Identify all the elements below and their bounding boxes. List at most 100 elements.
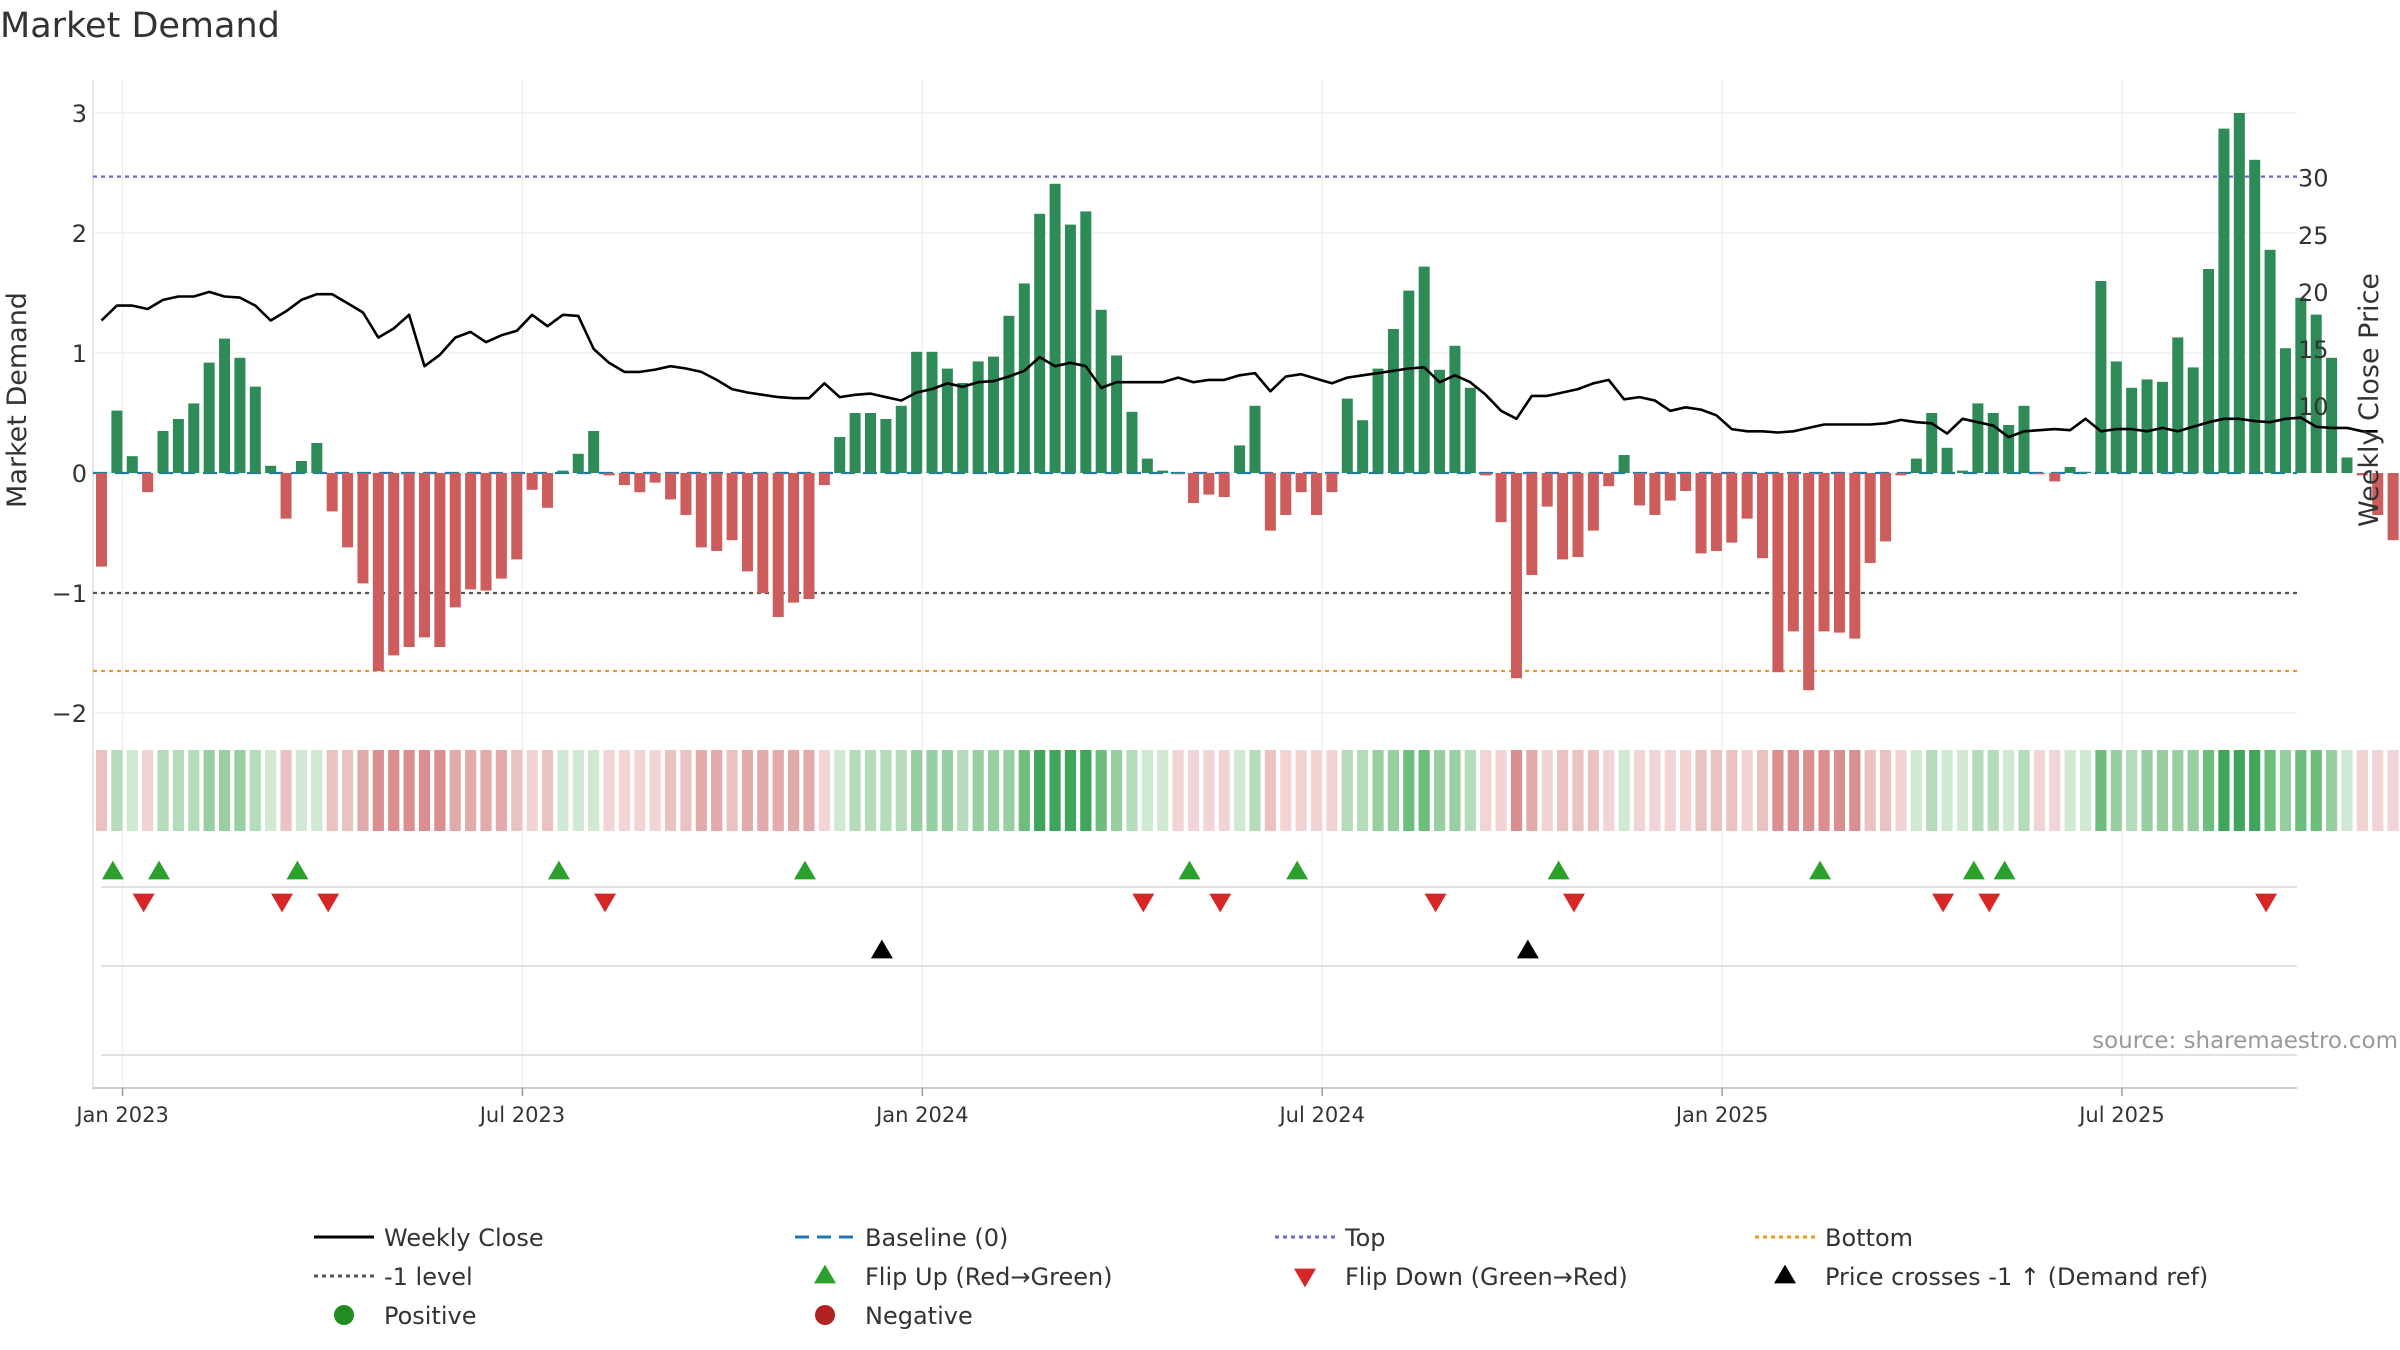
y-axis-label: Market Demand [2,292,33,508]
heat-cell [2341,750,2353,831]
y-tick-label: 0 [72,460,87,488]
heat-cell [188,750,200,831]
demand-bar [1003,315,1015,473]
heat-cell [2141,750,2153,831]
demand-bar [2372,473,2384,515]
legend-entry: Positive [334,1302,477,1330]
demand-bar [418,473,430,638]
heat-cell [511,750,523,831]
demand-bar [372,473,384,671]
demand-bar [1557,473,1569,560]
legend-entry: -1 level [314,1263,473,1291]
heat-cell [2018,750,2030,831]
legend-swatch [814,1264,836,1284]
heat-cell [1926,750,1938,831]
demand-bar [1849,473,1861,639]
heat-cell [2372,750,2384,831]
demand-bar [1510,473,1522,679]
weekly-close-line [100,290,2378,439]
demand-bar [588,431,600,473]
heat-cell [788,750,800,831]
heat-cell [695,750,707,831]
demand-bar [1372,368,1384,473]
y2-tick-label: 25 [2298,222,2329,250]
heat-cell [911,750,923,831]
heat-cell [1879,750,1892,831]
heat-cell [757,750,769,831]
demand-bar [2172,337,2184,473]
heat-cell [172,750,184,831]
heat-cell [987,750,1000,831]
legend-entry: Weekly Close [314,1224,544,1252]
heat-cell [1987,750,1999,831]
demand-bar [1634,473,1645,506]
heat-cell [2126,750,2138,831]
demand-bar [1187,473,1199,503]
demand-bar [726,473,738,541]
flip-up-marker [101,860,124,880]
demand-bar [96,473,107,567]
demand-bar [265,465,277,473]
heat-cell [341,750,354,831]
heat-cell [1695,750,1707,831]
heat-cell [1403,750,1415,831]
right-axis: 30 25 20 15 10 [2298,165,2329,422]
flip-markers [101,860,2297,913]
demand-bar [1018,283,1030,473]
y2-tick-label: 20 [2298,279,2329,307]
heat-cell [2218,750,2230,831]
demand-bar [895,405,907,473]
heat-cell [203,750,215,831]
demand-bar [1495,473,1507,523]
demand-bar [1311,473,1323,515]
demand-bar [2310,314,2322,473]
heat-cell [126,750,138,831]
demand-bar [1126,411,1138,473]
heat-cell [1664,750,1676,831]
demand-bar [788,473,800,603]
legend-swatch [334,1305,354,1325]
legend-label: Top [1344,1224,1386,1252]
demand-bar [2326,357,2338,473]
demand-bar [972,361,984,473]
heat-cell [1895,750,1907,831]
legend-entry: Bottom [1755,1224,1913,1252]
y-tick-label: 3 [72,100,87,128]
legend-label: Positive [384,1302,477,1330]
heat-cell [372,750,384,831]
heat-cell [480,750,492,831]
legend-label: Price crosses -1 ↑ (Demand ref) [1825,1263,2208,1291]
demand-bar [295,461,307,473]
heat-cell [1603,750,1615,831]
demand-bar [1818,473,1830,632]
demand-bar [311,443,323,473]
heat-cell [1680,750,1692,831]
y-tick-label: −2 [52,700,87,728]
demand-bar [511,473,523,560]
flip-down-marker [1978,893,2001,913]
flip-down-marker [1424,893,1447,913]
demand-bar [142,473,154,493]
heat-cell [541,750,554,831]
demand-bar [1618,455,1630,473]
legend-entry: Top [1275,1224,1386,1252]
demand-bar [465,473,477,590]
legend-label: -1 level [384,1263,473,1291]
heat-cell [1910,750,1922,831]
demand-bar [1972,403,1984,473]
heat-cell [1480,750,1492,831]
heat-cell [1310,750,1323,831]
heat-cell [111,750,123,831]
heat-cell [603,750,615,831]
demand-bar [1895,473,1907,476]
demand-bar [1434,369,1446,473]
flip-up-marker [286,860,309,880]
heat-cell [2326,750,2338,831]
demand-bar [926,351,938,473]
flip-down-marker [2255,893,2278,913]
demand-bar [1326,473,1338,493]
heat-cell [941,750,953,831]
heat-cell [1803,750,1815,831]
demand-bar [1941,447,1953,473]
legend: Weekly Close Baseline (0) Top Bottom -1 leve… [314,1224,2208,1330]
